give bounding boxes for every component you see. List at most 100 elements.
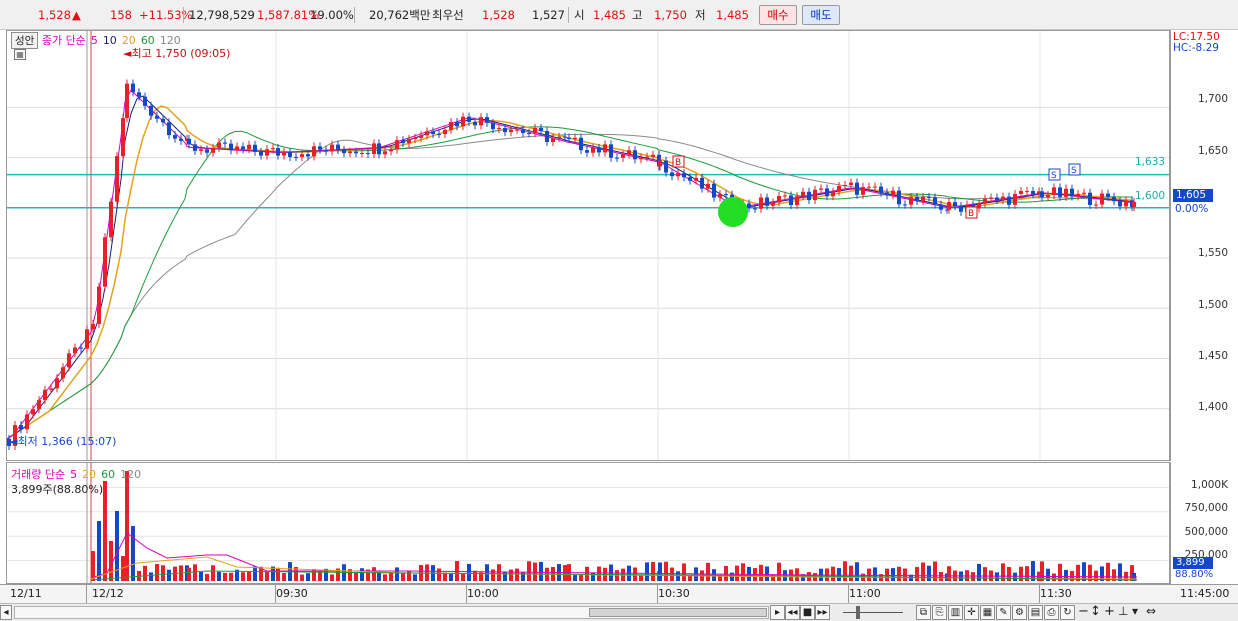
- chart-type-icon[interactable]: ⊥: [1118, 604, 1129, 618]
- crosshair-icon[interactable]: ✛: [964, 605, 979, 620]
- candle: [121, 118, 125, 157]
- price-change: 158: [110, 8, 132, 22]
- bar-chart-icon[interactable]: ▥: [948, 605, 963, 620]
- grid-toggle-icon[interactable]: ▦: [14, 49, 26, 60]
- candle: [360, 153, 364, 155]
- candle: [819, 188, 823, 190]
- volume-bar: [735, 565, 739, 581]
- candle: [915, 197, 919, 201]
- price-legend: 성안 종가 단순 5 10 20 60 120: [11, 32, 186, 49]
- volume-bar: [131, 526, 135, 581]
- candle: [813, 189, 817, 201]
- chart-layout-icon[interactable]: ⧉: [916, 605, 931, 620]
- buy-signal-box: [965, 206, 978, 219]
- sell-button[interactable]: 매도: [802, 5, 840, 25]
- candle: [831, 191, 835, 197]
- candle: [795, 196, 799, 206]
- best-bid: 1,527: [532, 8, 565, 22]
- volume-bar: [915, 567, 919, 581]
- candle: [682, 173, 686, 178]
- fast-forward-icon[interactable]: ▸▸: [815, 605, 830, 620]
- volume-bar: [217, 571, 221, 581]
- candle: [85, 329, 89, 349]
- candle: [235, 146, 239, 151]
- x-label: 10:00: [467, 587, 499, 600]
- legend-ma20: 20: [121, 34, 136, 47]
- horizontal-scrollbar[interactable]: [14, 606, 769, 619]
- volume-bar: [479, 572, 483, 581]
- candle: [407, 139, 411, 144]
- candle: [1088, 192, 1092, 205]
- pan-icon[interactable]: ↕: [1090, 604, 1101, 619]
- rewind-icon[interactable]: ◂◂: [785, 605, 800, 620]
- candle: [300, 154, 304, 158]
- candle: [413, 137, 417, 140]
- low-label: 저: [695, 8, 706, 22]
- candle: [903, 204, 907, 206]
- candle: [873, 186, 877, 188]
- low-marker-label: ◄최저 1,366 (15:07): [9, 435, 117, 448]
- candle: [765, 197, 769, 206]
- candle: [1001, 196, 1005, 200]
- candle: [897, 190, 901, 205]
- zoom-in-icon[interactable]: +: [1104, 604, 1115, 619]
- candle: [61, 367, 65, 379]
- zoom-out-icon[interactable]: −: [1078, 604, 1089, 619]
- volume-bar: [837, 568, 841, 581]
- candle: [443, 129, 447, 135]
- vma5-line: [90, 532, 1138, 579]
- candle: [259, 151, 263, 156]
- volume-bar: [1076, 564, 1080, 581]
- volume-legend: 거래량 단순 5 20 60 120: [11, 466, 146, 482]
- candle: [377, 143, 381, 155]
- candle: [467, 116, 471, 122]
- volume-bar: [765, 566, 769, 581]
- volume-bar: [473, 570, 477, 581]
- print-icon[interactable]: ⎙: [1044, 605, 1059, 620]
- volume-bar: [573, 574, 577, 581]
- candle: [1025, 190, 1029, 192]
- volume-chart-panel[interactable]: 거래량 단순 5 20 60 120 3,899주(88.80%): [6, 462, 1170, 584]
- volume-bar: [103, 481, 107, 581]
- candle: [539, 127, 543, 132]
- candle: [395, 140, 399, 150]
- volume-bar: [121, 556, 125, 581]
- buy-button[interactable]: 매수: [759, 5, 797, 25]
- volume-bar: [591, 572, 595, 581]
- volume-bar: [401, 573, 405, 581]
- candle: [229, 143, 233, 151]
- draw-icon[interactable]: ✎: [996, 605, 1011, 620]
- candle: [389, 149, 393, 152]
- layers-icon[interactable]: ▤: [1028, 605, 1043, 620]
- zoom-slider-handle[interactable]: [856, 606, 860, 619]
- table-icon[interactable]: ▦: [980, 605, 995, 620]
- volume-bar: [235, 569, 239, 581]
- volume-bar: [509, 569, 513, 581]
- scroll-left-icon[interactable]: ◂: [0, 605, 12, 620]
- high-label: 고: [632, 8, 643, 22]
- scrollbar-thumb[interactable]: [589, 608, 767, 617]
- copy-icon[interactable]: ⎘: [932, 605, 947, 620]
- turnover-pct: 19.00%: [310, 8, 354, 22]
- volume-bar: [639, 574, 643, 581]
- candle: [597, 147, 601, 153]
- candle: [700, 177, 704, 189]
- settings-icon[interactable]: ⚙: [1012, 605, 1027, 620]
- zoom-slider-track[interactable]: [843, 612, 903, 613]
- volume-legend-main: 거래량 단순: [11, 468, 66, 481]
- volume-bar: [718, 574, 722, 581]
- candle: [155, 115, 159, 119]
- scroll-right-icon[interactable]: ▸: [770, 605, 785, 620]
- candle: [825, 188, 829, 197]
- stock-name-tab[interactable]: 성안: [11, 32, 39, 49]
- volume-bar: [300, 574, 304, 581]
- resize-icon[interactable]: ⇔: [1146, 604, 1157, 618]
- price-chart-panel[interactable]: B B S S 성안 종가 단순 5 10 20 60 120 ▦ ◄최고 1,750 (09:…: [6, 30, 1170, 461]
- volume-chart[interactable]: [7, 463, 1170, 584]
- stop-icon[interactable]: ■: [800, 605, 815, 620]
- candle: [759, 197, 763, 209]
- dropdown-icon[interactable]: ▾: [1132, 604, 1139, 618]
- price-chart[interactable]: B B S S: [7, 31, 1170, 461]
- refresh-icon[interactable]: ↻: [1060, 605, 1075, 620]
- candle: [909, 197, 913, 205]
